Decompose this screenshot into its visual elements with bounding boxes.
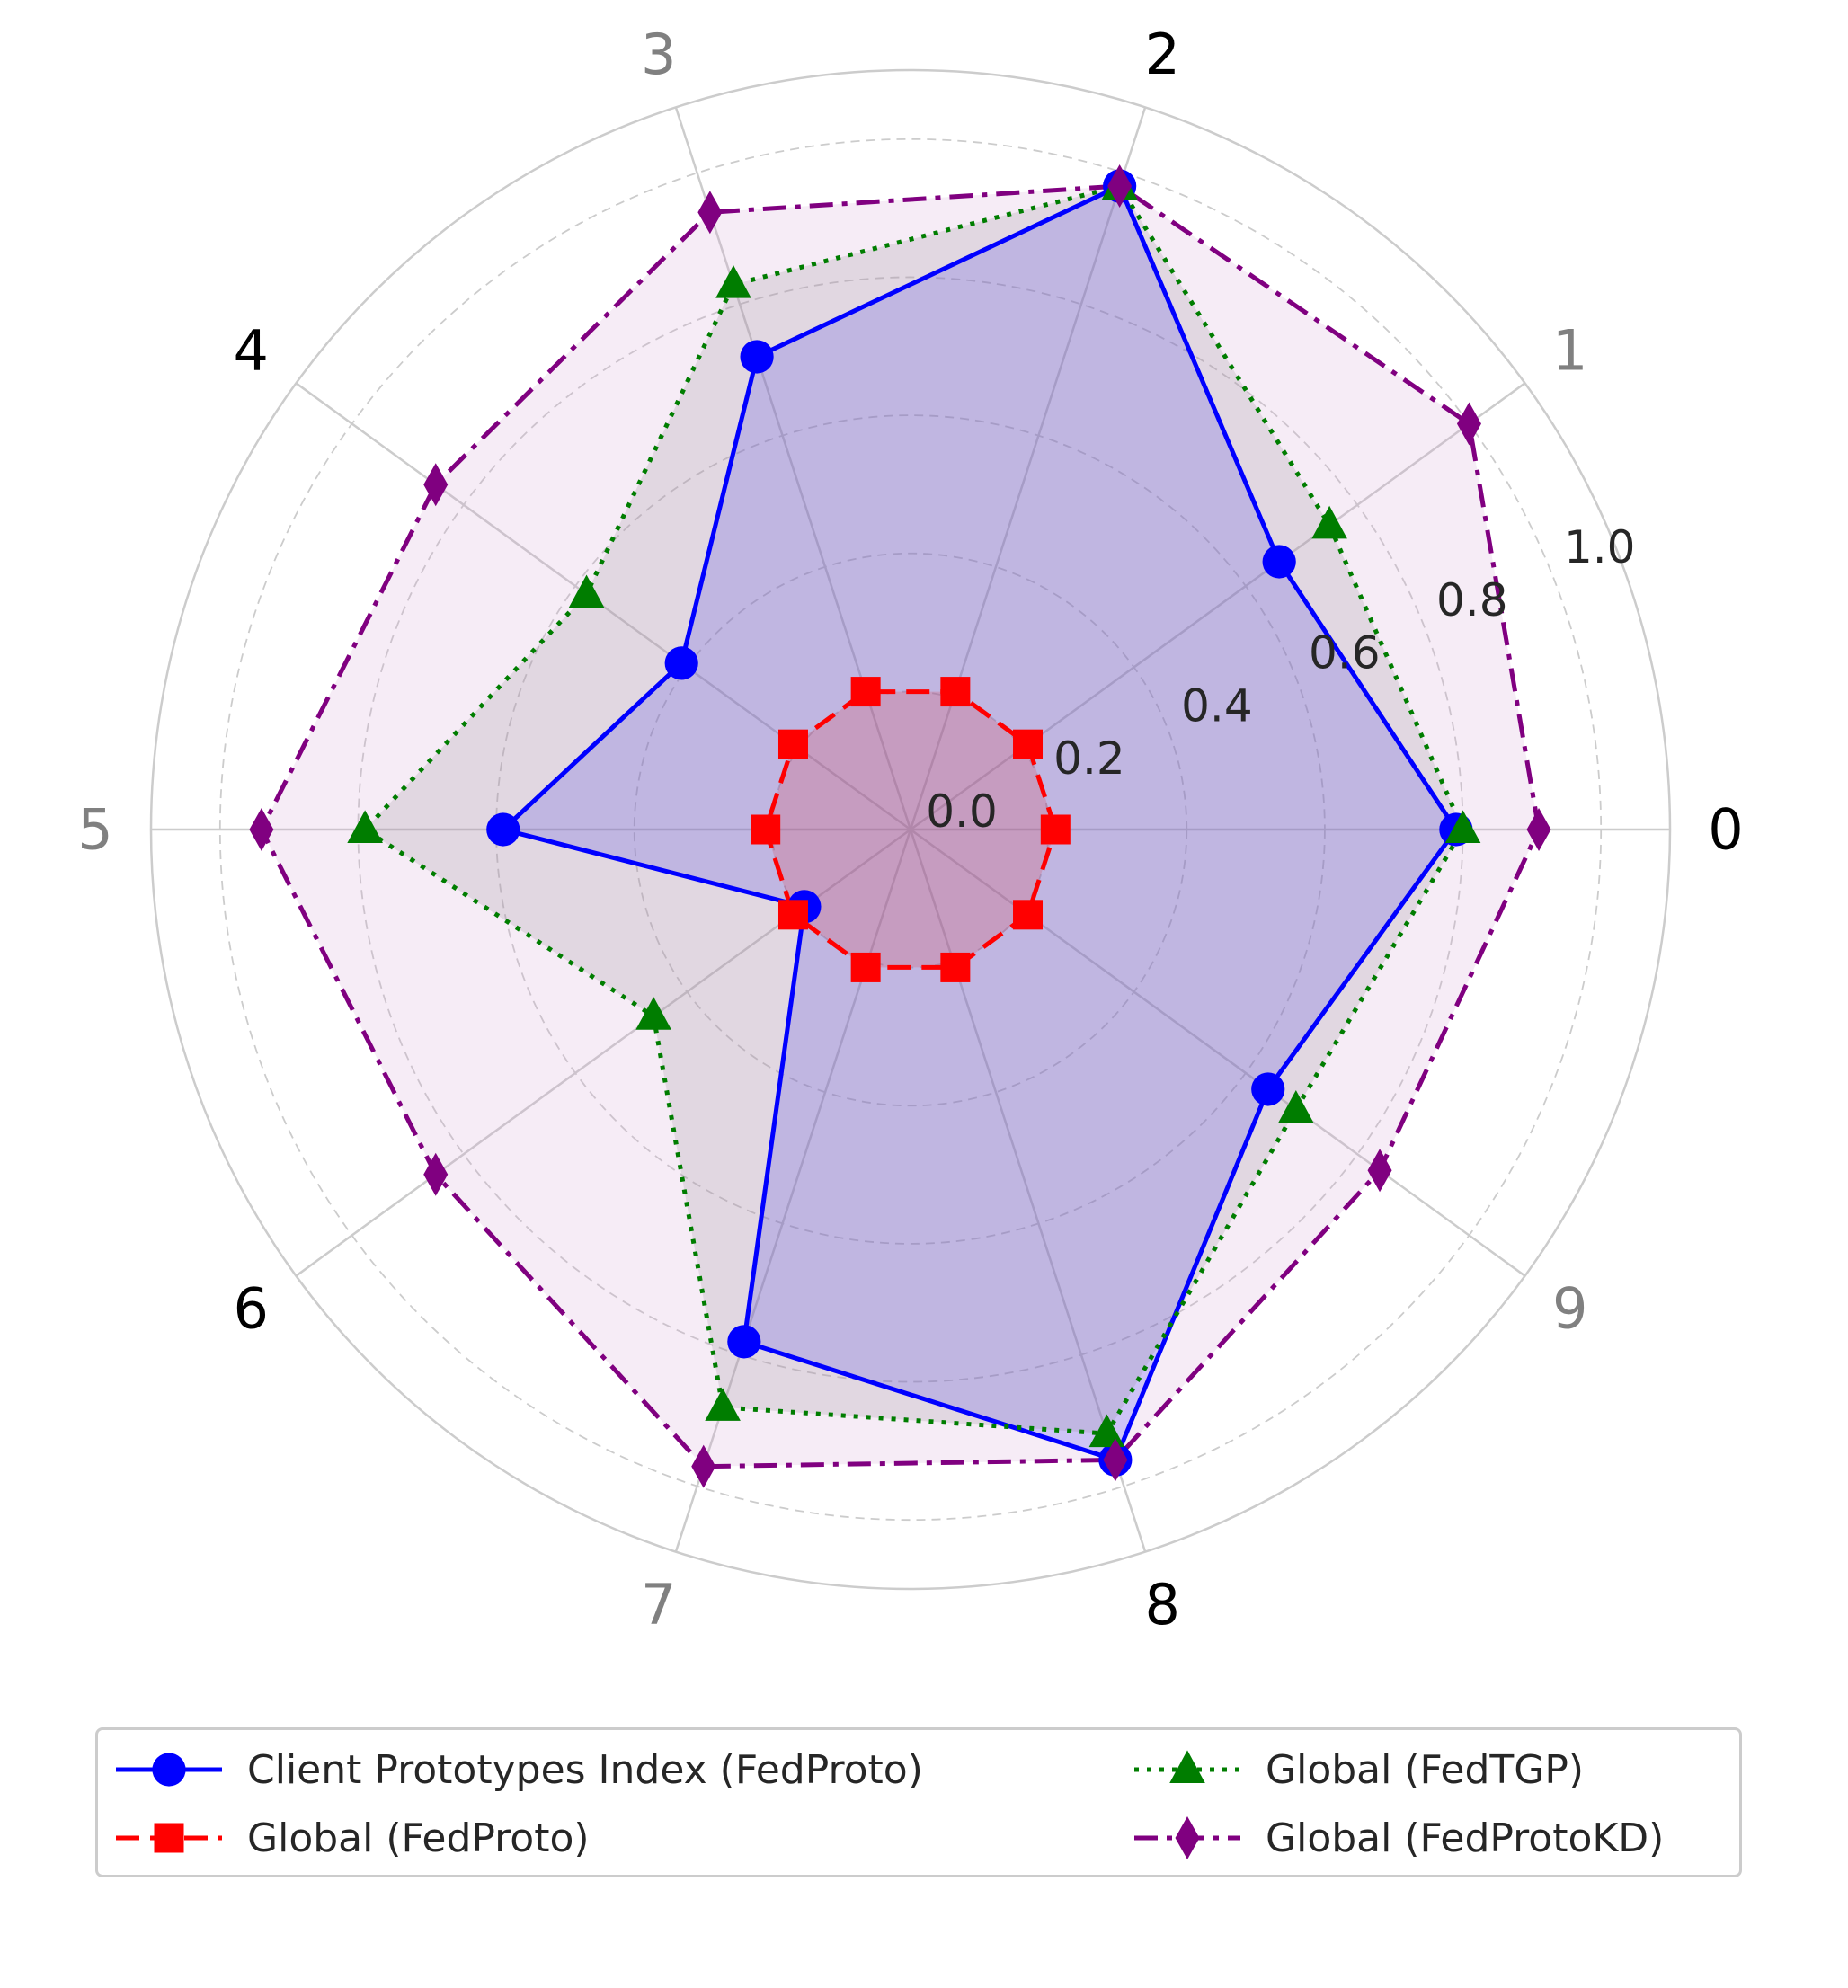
legend-label: Global (FedProtoKD) — [1266, 1815, 1665, 1861]
point-client-prototypes-index-fedproto-3 — [740, 340, 774, 374]
legend-item-client-prototypes-fedproto: Client Prototypes Index (FedProto) — [111, 1735, 923, 1804]
point-global-fedtgp-7 — [705, 1388, 741, 1421]
spoke-2 — [909, 106, 1147, 830]
legend-item-global-fedtgp: Global (FedTGP) — [1129, 1735, 1584, 1804]
point-global-fedtgp-5 — [347, 810, 383, 843]
legend-marker-global-fedproto — [154, 1823, 184, 1853]
legend-marker-global-fedprotokd — [1175, 1816, 1200, 1859]
point-global-fedproto-5 — [751, 814, 781, 845]
point-client-prototypes-index-fedproto-5 — [486, 812, 520, 847]
series-fill-global-fedtgp — [365, 186, 1463, 1434]
axis-labels: 0 1 2 3 4 5 6 7 8 9 0.0 0.2 0.4 0.6 0.8 1.0 — [77, 22, 1743, 1637]
series-fill-global-fedprotokd — [261, 186, 1539, 1467]
point-client-prototypes-index-fedproto-9 — [1251, 1072, 1285, 1106]
point-global-fedproto-0 — [1040, 814, 1071, 845]
spoke-3 — [674, 106, 912, 830]
point-global-fedtgp-8 — [1088, 1414, 1125, 1448]
point-global-fedproto-9 — [1013, 900, 1044, 930]
legend-swatch-global-fedproto — [116, 1823, 222, 1853]
legend-swatch-global-fedtgp — [1134, 1750, 1240, 1783]
series-line-global-fedtgp — [362, 183, 1465, 1436]
spoke-1 — [910, 382, 1526, 831]
chart-legend: Client Prototypes Index (FedProto) Globa… — [95, 1727, 1742, 1877]
point-global-fedprotokd-2 — [1107, 164, 1133, 209]
radial-tick-label-0-8: 0.8 — [1436, 574, 1508, 626]
point-global-fedtgp-0 — [1444, 810, 1481, 843]
point-global-fedtgp-4 — [568, 574, 605, 608]
series-markers — [249, 164, 1551, 1488]
radial-tick-label-0-6: 0.6 — [1309, 627, 1381, 679]
legend-item-global-fedprotokd: Global (FedProtoKD) — [1129, 1804, 1664, 1872]
point-client-prototypes-index-fedproto-4 — [664, 646, 698, 680]
legend-item-global-fedproto: Global (FedProto) — [111, 1804, 590, 1872]
legend-marker-client-prototypes-index-fedproto — [152, 1753, 186, 1787]
point-global-fedprotokd-7 — [691, 1444, 716, 1488]
category-label-3: 3 — [641, 22, 676, 87]
radial-tick-label-0-4: 0.4 — [1181, 679, 1253, 732]
radial-tick-label-1-0: 1.0 — [1564, 521, 1636, 573]
point-global-fedproto-2 — [940, 677, 971, 707]
legend-label: Client Prototypes Index (FedProto) — [247, 1746, 923, 1793]
radar-chart: 0 1 2 3 4 5 6 7 8 9 0.0 0.2 0.4 0.6 0.8 1.0 — [77, 22, 1743, 1637]
point-global-fedprotokd-3 — [697, 191, 723, 235]
point-global-fedproto-6 — [777, 900, 808, 930]
spoke-9 — [910, 828, 1526, 1277]
category-label-8: 8 — [1145, 1572, 1180, 1637]
category-label-7: 7 — [641, 1572, 676, 1637]
spoke-7 — [674, 829, 912, 1553]
point-global-fedproto-3 — [850, 677, 881, 707]
point-global-fedproto-7 — [850, 952, 881, 982]
category-label-1: 1 — [1552, 317, 1587, 383]
series-fill-client-prototypes-index-fedproto — [502, 186, 1456, 1460]
legend-swatch-global-fedprotokd — [1134, 1816, 1240, 1859]
legend-label: Global (FedProto) — [247, 1815, 590, 1861]
point-global-fedtgp-6 — [635, 997, 671, 1030]
category-label-9: 9 — [1552, 1276, 1587, 1342]
point-global-fedprotokd-6 — [423, 1152, 449, 1196]
radial-tick-label-0-0: 0.0 — [926, 785, 998, 838]
category-label-4: 4 — [233, 317, 268, 383]
legend-label: Global (FedTGP) — [1266, 1746, 1585, 1793]
point-client-prototypes-index-fedproto-1 — [1262, 545, 1296, 579]
point-global-fedproto-8 — [940, 952, 971, 982]
point-client-prototypes-index-fedproto-7 — [727, 1325, 761, 1359]
point-global-fedtgp-3 — [715, 265, 751, 298]
category-label-2: 2 — [1145, 22, 1180, 87]
point-global-fedprotokd-8 — [1103, 1438, 1128, 1482]
point-global-fedprotokd-4 — [423, 463, 449, 507]
series-fill-global-fedproto — [765, 691, 1056, 968]
legend-swatch-client-prototypes-fedproto — [116, 1753, 222, 1787]
radial-tick-label-0-2: 0.2 — [1053, 732, 1125, 785]
point-global-fedprotokd-5 — [249, 808, 274, 851]
category-label-0: 0 — [1708, 797, 1743, 863]
point-global-fedproto-1 — [1013, 729, 1044, 759]
category-label-5: 5 — [77, 797, 112, 863]
point-global-fedtgp-9 — [1278, 1089, 1314, 1123]
point-global-fedprotokd-1 — [1456, 402, 1481, 446]
point-global-fedprotokd-9 — [1367, 1149, 1392, 1193]
legend-marker-global-fedtgp — [1169, 1750, 1205, 1783]
series-fills — [261, 186, 1539, 1467]
point-global-fedtgp-1 — [1311, 505, 1347, 539]
category-label-6: 6 — [233, 1276, 268, 1342]
point-global-fedproto-4 — [777, 729, 808, 759]
point-global-fedprotokd-0 — [1526, 808, 1551, 851]
